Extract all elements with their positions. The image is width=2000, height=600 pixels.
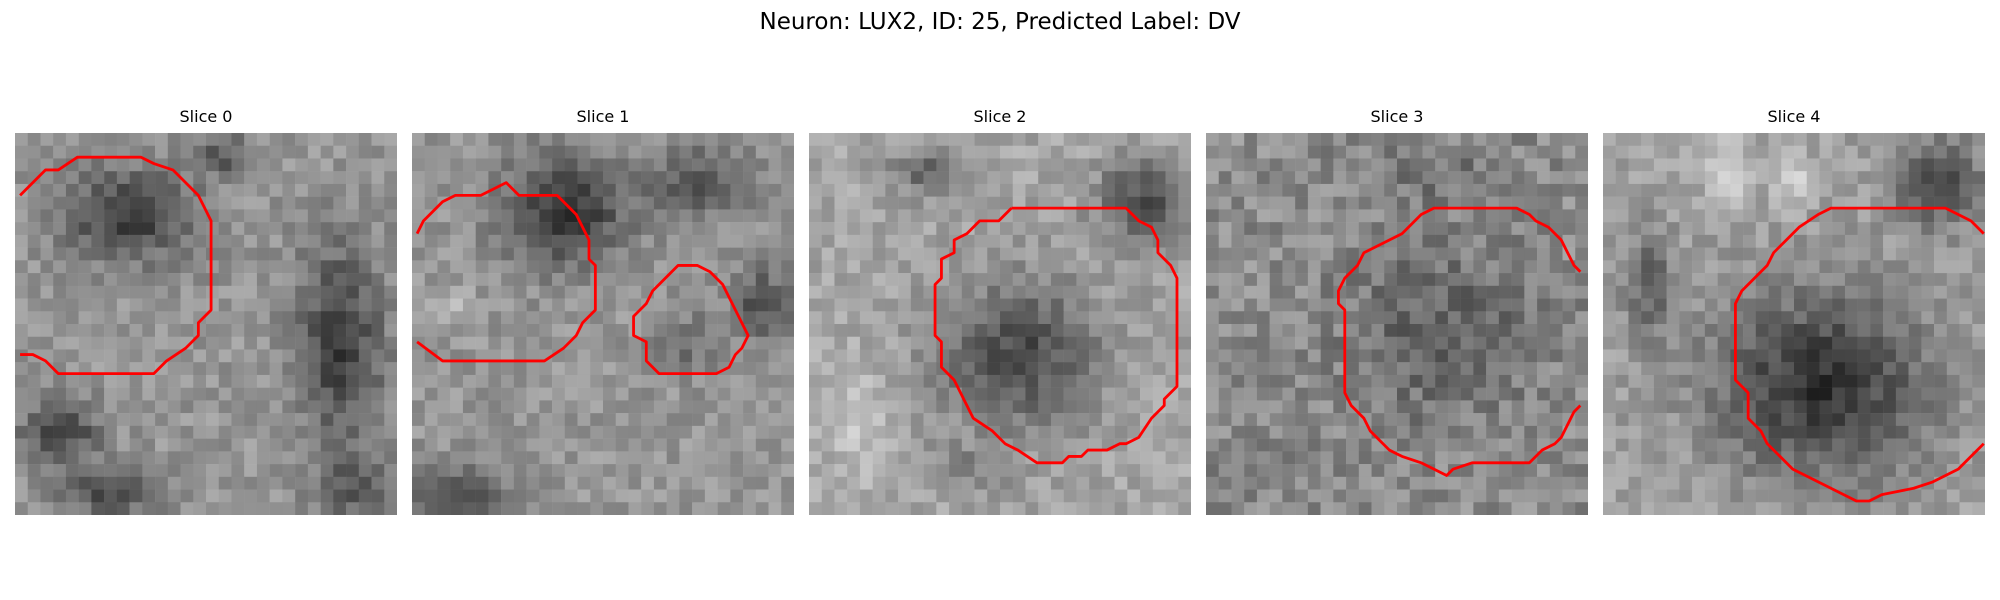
slice-panel-3: Slice 3 (1206, 107, 1588, 515)
slice-image (1603, 133, 1985, 515)
slice-panel-0: Slice 0 (15, 107, 397, 515)
slice-title: Slice 2 (973, 107, 1027, 126)
figure-title: Neuron: LUX2, ID: 25, Predicted Label: D… (759, 9, 1241, 35)
slice-title: Slice 3 (1370, 107, 1424, 126)
slice-image (1206, 133, 1588, 515)
slice-panel-1: Slice 1 (412, 107, 794, 515)
slice-panel-2: Slice 2 (809, 107, 1191, 515)
slice-title: Slice 1 (576, 107, 630, 126)
slice-image (412, 133, 794, 515)
slice-image (809, 133, 1191, 515)
slice-title: Slice 0 (179, 107, 233, 126)
slice-panel-4: Slice 4 (1603, 107, 1985, 515)
slice-image (15, 133, 397, 515)
slice-title: Slice 4 (1767, 107, 1821, 126)
